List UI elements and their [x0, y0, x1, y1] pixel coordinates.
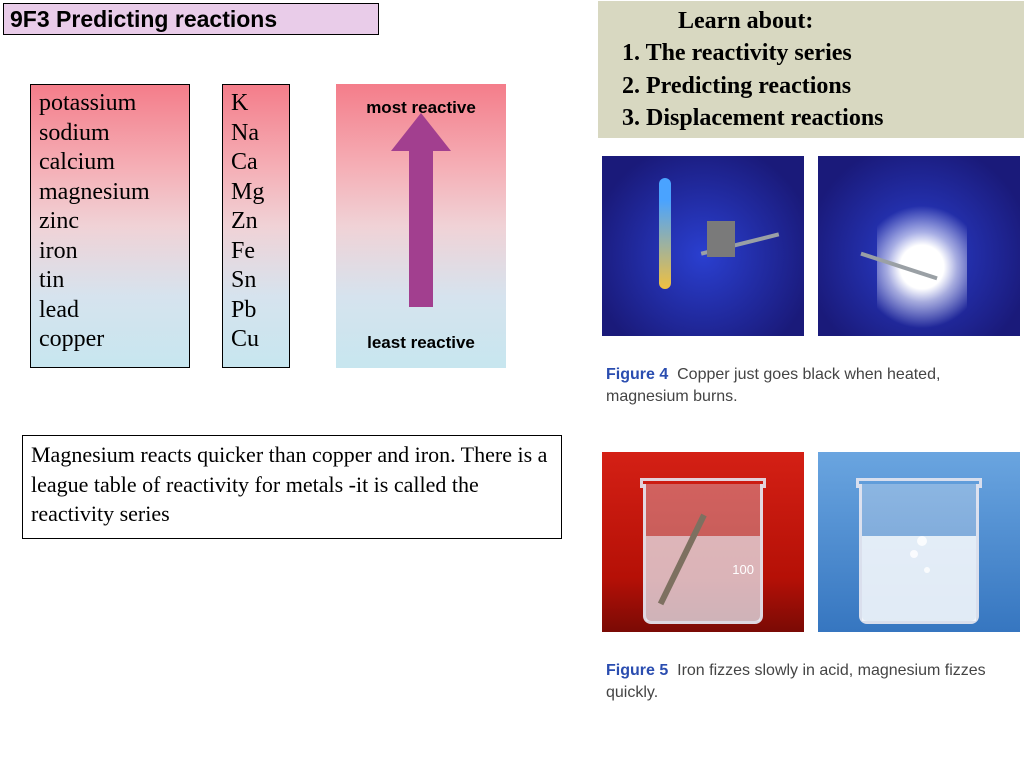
reactivity-arrow-column: most reactive least reactive [336, 84, 506, 368]
metal-symbol: Mg [231, 178, 281, 208]
info-text-box: Magnesium reacts quicker than copper and… [22, 435, 562, 539]
learn-heading: Learn about: [622, 5, 1000, 37]
figure-5: 100 (a) (b) Figure 5 Iron fizzes slowly … [598, 452, 1024, 709]
metal-name: copper [39, 325, 181, 355]
page-title: 9F3 Predicting reactions [3, 3, 379, 35]
least-reactive-label: least reactive [344, 327, 498, 354]
learn-item-3: 3. Displacement reactions [622, 102, 1000, 134]
up-arrow-icon [344, 127, 498, 327]
figure-4: (a) (b) Figure 4 Copper just goes black … [598, 156, 1024, 413]
metal-symbol: Pb [231, 296, 281, 326]
learn-item-2: 2. Predicting reactions [622, 70, 1000, 102]
figure5-caption: Figure 5 Iron fizzes slowly in acid, mag… [598, 632, 1024, 709]
metal-symbol: Sn [231, 266, 281, 296]
reactivity-symbols-column: K Na Ca Mg Zn Fe Sn Pb Cu [222, 84, 290, 368]
figure4-panel-b: (b) [818, 156, 1020, 336]
figure4-panel-a: (a) [602, 156, 804, 336]
metal-name: zinc [39, 207, 181, 237]
learn-about-box: Learn about: 1. The reactivity series 2.… [598, 1, 1024, 138]
figure4-caption: Figure 4 Copper just goes black when hea… [598, 336, 1024, 413]
metal-name: potassium [39, 89, 181, 119]
metal-symbol: K [231, 89, 281, 119]
metal-name: lead [39, 296, 181, 326]
metal-name: iron [39, 237, 181, 267]
figure5-panel-a: 100 (a) [602, 452, 804, 632]
metal-symbol: Zn [231, 207, 281, 237]
metal-name: calcium [39, 148, 181, 178]
metal-symbol: Na [231, 119, 281, 149]
metal-name: sodium [39, 119, 181, 149]
metal-symbol: Cu [231, 325, 281, 355]
figure5-panel-b: (b) [818, 452, 1020, 632]
metal-name: magnesium [39, 178, 181, 208]
metal-name: tin [39, 266, 181, 296]
learn-item-1: 1. The reactivity series [622, 37, 1000, 69]
metal-symbol: Fe [231, 237, 281, 267]
beaker-mark: 100 [732, 562, 754, 577]
metal-symbol: Ca [231, 148, 281, 178]
reactivity-names-column: potassium sodium calcium magnesium zinc … [30, 84, 190, 368]
